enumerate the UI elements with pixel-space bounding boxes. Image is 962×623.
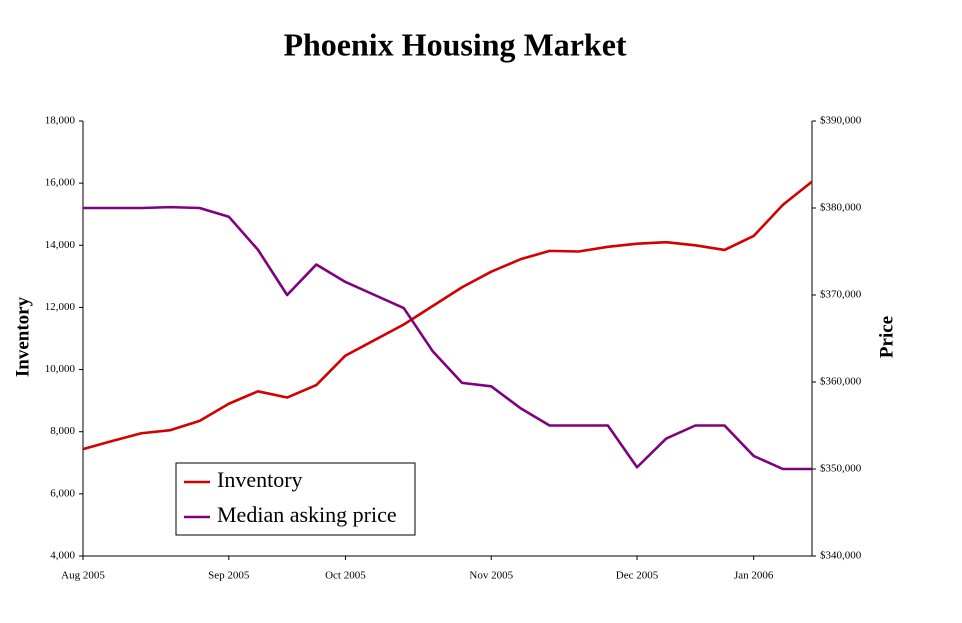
x-tick-label: Dec 2005 (616, 570, 659, 582)
x-tick-label: Oct 2005 (325, 570, 366, 582)
y2-tick-label: $390,000 (820, 115, 862, 127)
x-tick-label: Sep 2005 (208, 570, 250, 582)
x-tick-label: Aug 2005 (61, 570, 105, 582)
legend-label: Median asking price (217, 502, 397, 527)
y2-tick-label: $360,000 (820, 376, 862, 388)
x-tick-label: Jan 2006 (734, 570, 774, 582)
legend-box (175, 462, 416, 536)
chart-title: Phoenix Housing Market (283, 26, 626, 62)
y2-axis-label: Price (876, 316, 897, 358)
y-tick-label: 4,000 (50, 550, 75, 562)
y-tick-label: 14,000 (45, 239, 76, 251)
y2-tick-label: $340,000 (820, 550, 862, 562)
y2-tick-label: $370,000 (820, 289, 862, 301)
y-tick-label: 16,000 (45, 177, 76, 189)
y-tick-label: 12,000 (45, 301, 76, 313)
x-tick-label: Nov 2005 (469, 570, 513, 582)
y-tick-label: 18,000 (45, 115, 76, 127)
y-tick-label: 10,000 (45, 363, 76, 375)
y-axis-label: Inventory (12, 296, 33, 377)
series-line (83, 205, 812, 471)
y-tick-label: 8,000 (50, 425, 75, 437)
series-line (82, 180, 813, 451)
y-tick-label: 6,000 (50, 487, 75, 499)
y2-tick-label: $380,000 (820, 202, 862, 214)
legend-label: Inventory (217, 467, 303, 492)
y2-tick-label: $350,000 (820, 463, 862, 475)
